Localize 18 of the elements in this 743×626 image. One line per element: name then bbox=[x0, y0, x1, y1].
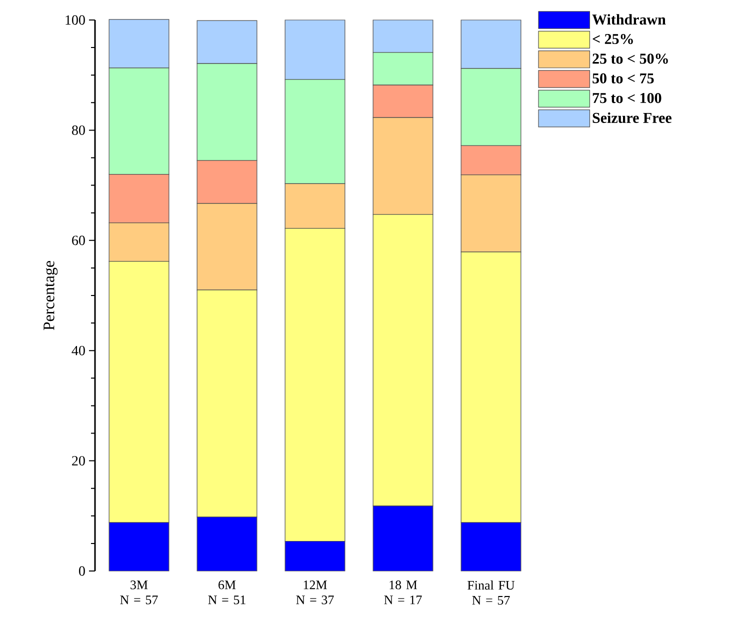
y-tick-label: 20 bbox=[72, 456, 85, 466]
x-tick-label: 18 M N = 17 bbox=[384, 580, 422, 604]
y-tick-label: 80 bbox=[72, 125, 85, 135]
y-tick-label: 100 bbox=[66, 15, 85, 25]
x-tick-label: 6M N = 51 bbox=[208, 580, 246, 604]
y-tick-label: 0 bbox=[79, 566, 85, 576]
legend-label: 75 to < 100 bbox=[592, 92, 662, 104]
x-tick-label: Final FU N = 57 bbox=[468, 580, 515, 605]
x-tick-label: 3M N = 57 bbox=[120, 580, 158, 604]
y-tick-label: 60 bbox=[72, 236, 85, 246]
legend-label: < 25% bbox=[592, 34, 633, 44]
legend-label: 25 to < 50% bbox=[592, 54, 668, 64]
legend-label: Seizure Free bbox=[592, 112, 672, 124]
y-axis-title: Percentage bbox=[44, 260, 58, 330]
legend-label: Withdrawn bbox=[592, 14, 666, 25]
x-tick-label: 12M N = 37 bbox=[296, 580, 334, 604]
y-tick-label: 40 bbox=[72, 346, 85, 356]
legend-label: 50 to < 75 bbox=[592, 73, 654, 84]
